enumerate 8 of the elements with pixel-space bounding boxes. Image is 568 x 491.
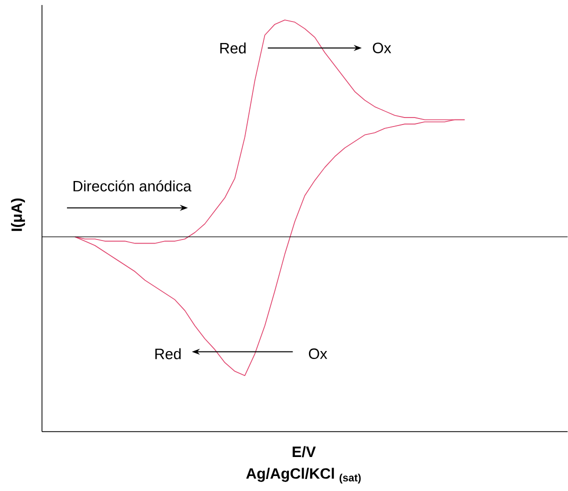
annotation: Ox	[372, 42, 392, 54]
annotation: Red	[155, 348, 181, 360]
y-axis-title: I(μA)	[11, 198, 25, 232]
annotation: Red	[220, 42, 246, 54]
annotation: Ox	[308, 348, 328, 360]
text: Ag/AgCl/KCl $_{(sat)}$	[246, 468, 361, 484]
annotation: Dirección anódica	[74, 180, 192, 192]
x-axis-title: E/V	[292, 446, 316, 458]
